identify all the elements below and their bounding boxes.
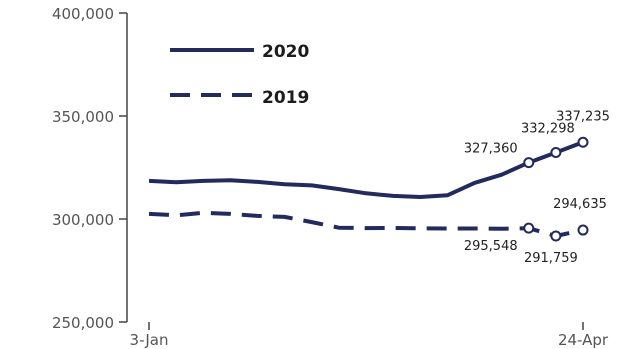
y-tick-label: 300,000 [52,211,114,229]
data-label-2019: 291,759 [524,251,578,266]
data-point-2020 [523,157,535,169]
series-line-2020 [148,140,584,199]
legend-label-2019: 2019 [262,88,309,108]
data-point-2019 [577,224,589,236]
data-point-2019 [550,230,562,242]
legend: 2020 2019 [170,42,309,108]
y-tick-label: 400,000 [52,5,114,23]
data-label-2019: 295,548 [464,239,518,254]
data-label-2020: 337,235 [556,109,610,124]
data-label-2020: 332,298 [521,121,575,136]
x-axis-ticks: 3-Jan 24-Apr [130,322,609,349]
data-point-2020 [577,136,589,148]
y-tick-label: 350,000 [52,108,114,126]
x-tick-label: 3-Jan [130,331,169,349]
data-point-2020 [550,146,562,158]
legend-label-2020: 2020 [262,42,309,62]
series-line-2019 [148,210,584,238]
y-axis-ticks: 250,000 300,000 350,000 400,000 [52,5,127,332]
data-label-2019: 294,635 [553,197,607,212]
y-tick-label: 250,000 [52,314,114,332]
x-tick-label: 24-Apr [558,331,609,349]
data-label-2020: 327,360 [464,142,518,157]
data-point-2019 [523,222,535,234]
